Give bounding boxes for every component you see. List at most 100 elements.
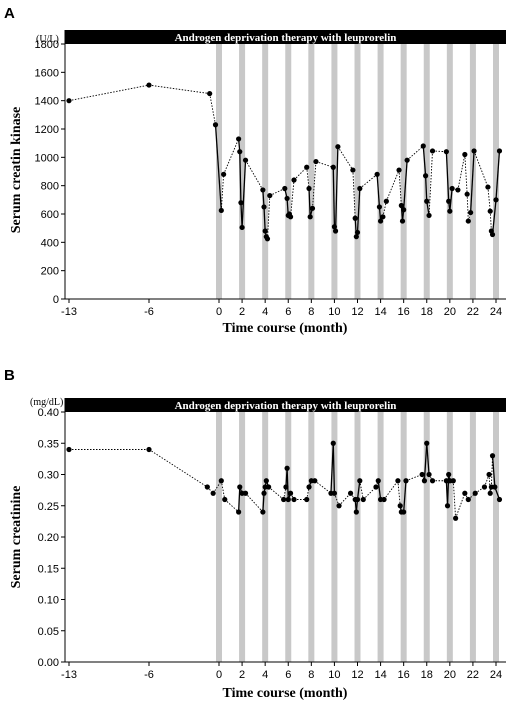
panel-b-data-point [263,478,269,484]
panel-a-data-point [236,136,242,142]
panel-b-data-point [331,490,338,496]
panel-a-data-point [422,173,429,179]
panel-a-data-point [374,171,380,177]
panel-b-x-tick-label: -6 [144,669,154,681]
panel-a-data-point [309,205,316,211]
panel-a-data-point [262,228,268,234]
panel-b-y-tick-label: 0.30 [38,470,59,482]
panel-a-injection-bar [285,44,292,299]
panel-b-series-segment [356,480,361,500]
panel-b-series-segment [377,480,382,500]
panel-a-series-segment [148,84,210,95]
panel-b-series-segment [359,480,364,500]
panel-b-data-point [261,490,267,496]
panel-a-x-tick-label: 2 [239,306,245,318]
panel-b-data-point [424,440,430,446]
panel-a-data-point [455,187,461,193]
panel-b-data-point [285,496,291,503]
panel-a-series-segment [473,150,489,188]
panel-b-x-tick-label: 22 [467,669,479,681]
panel-b-data-point [347,490,354,496]
panel-a-series-segment [445,151,450,202]
panel-b-data-point [218,478,224,484]
panel-a-data-point [350,167,356,173]
panel-a-series-segment [293,166,308,181]
panel-b-x-tick-label: 6 [285,669,291,681]
panel-a-series-segment [312,161,317,209]
panel-a-data-point [462,151,468,158]
panel-a-data-point [398,202,404,209]
panel-a-data-point [353,234,359,240]
panel-a-data-point [446,198,452,204]
panel-a-data-point [335,144,341,150]
panel-a-x-tick-label: 10 [328,306,340,318]
panel-b-data-point [360,496,366,503]
panel-a-y-tick-label: 400 [41,237,59,249]
panel-b-x-axis-title: Time course (month) [223,686,348,701]
panel-a-data-point [396,167,402,173]
panel-b-series-segment [332,443,336,494]
panel-a-x-tick-label: 0 [216,306,222,318]
panel-a-series-segment [424,175,428,202]
panel-a-data-point [468,209,474,216]
panel-b-injection-bar [377,412,384,662]
panel-b-series-segment [245,492,264,513]
panel-b-data-point [496,496,503,503]
panel-a-series-segment [352,170,356,219]
panel-b-data-point [421,478,428,484]
panel-b-series-segment [224,499,239,513]
panel-a-series-segment [382,201,387,217]
panel-a-series-segment [464,154,468,195]
panel-b-series-segment [426,443,430,475]
panel-b-series-segment [455,493,466,519]
panel-b-data-point [260,509,266,515]
panel-b-x-tick-label: 18 [421,669,433,681]
panel-a-injection-bar [331,44,338,299]
panel-b-injection-bar [239,412,246,662]
panel-a-injection-bar [400,44,407,299]
panel-a-data-point [447,208,453,214]
panel-b-series-segment [490,455,493,488]
panel-b-y-tick-label: 0.10 [38,595,59,607]
panel-a-series-segment [209,93,216,125]
panel-a-series-segment [241,160,247,228]
panel-b-y-axis-title: Serum creatinine [9,486,24,589]
panel-b-data-point [401,509,407,515]
panel-a-x-tick-label: 8 [308,306,314,318]
panel-b-data-point [242,490,249,496]
panel-b-data-point [487,490,493,496]
panel-b-series-segment [286,468,289,500]
panel-a-x-tick-label: 12 [351,306,363,318]
panel-a-data-point [267,192,273,199]
panel-a-injection-bar [446,44,453,299]
panel-a-x-axis-title: Time course (month) [223,321,348,336]
panel-b-letter: B [4,367,15,384]
panel-a-data-point [306,185,312,192]
panel-b-data-point [204,484,210,490]
panel-a-y-tick-label: 1800 [35,39,59,51]
panel-b-x-tick-label: 12 [351,669,363,681]
panel-a-series-segment [223,138,240,175]
panel-b-series-segment [383,480,399,500]
panel-a-data-point [239,224,245,231]
panel-b-data-point [397,503,403,509]
panel-b-series-segment [268,486,284,500]
panel-b-y-tick-label: 0.40 [38,407,59,419]
panel-a-y-tick-label: 600 [41,209,59,221]
panel-b-data-point [291,496,297,503]
panel-b-injection-bar [423,412,430,662]
panel-a-data-point [493,197,499,203]
panel-a-y-axis-title: Serum creatin kinase [9,107,24,234]
panel-a-y-tick-label: 1000 [35,152,59,164]
panel-b-x-tick-label: 2 [239,669,245,681]
panel-b-injection-bar [400,412,407,662]
panel-b-data-point [357,478,363,484]
panel-b-series-segment [333,493,340,506]
panel-b-injection-bar [354,412,361,662]
panel-b-x-tick-label: 14 [374,669,386,681]
panel-a-series-segment [495,150,501,200]
panel-b-x-tick-label: 0 [216,669,222,681]
panel-a-data-point [307,214,313,220]
panel-b-data-point [66,446,72,453]
